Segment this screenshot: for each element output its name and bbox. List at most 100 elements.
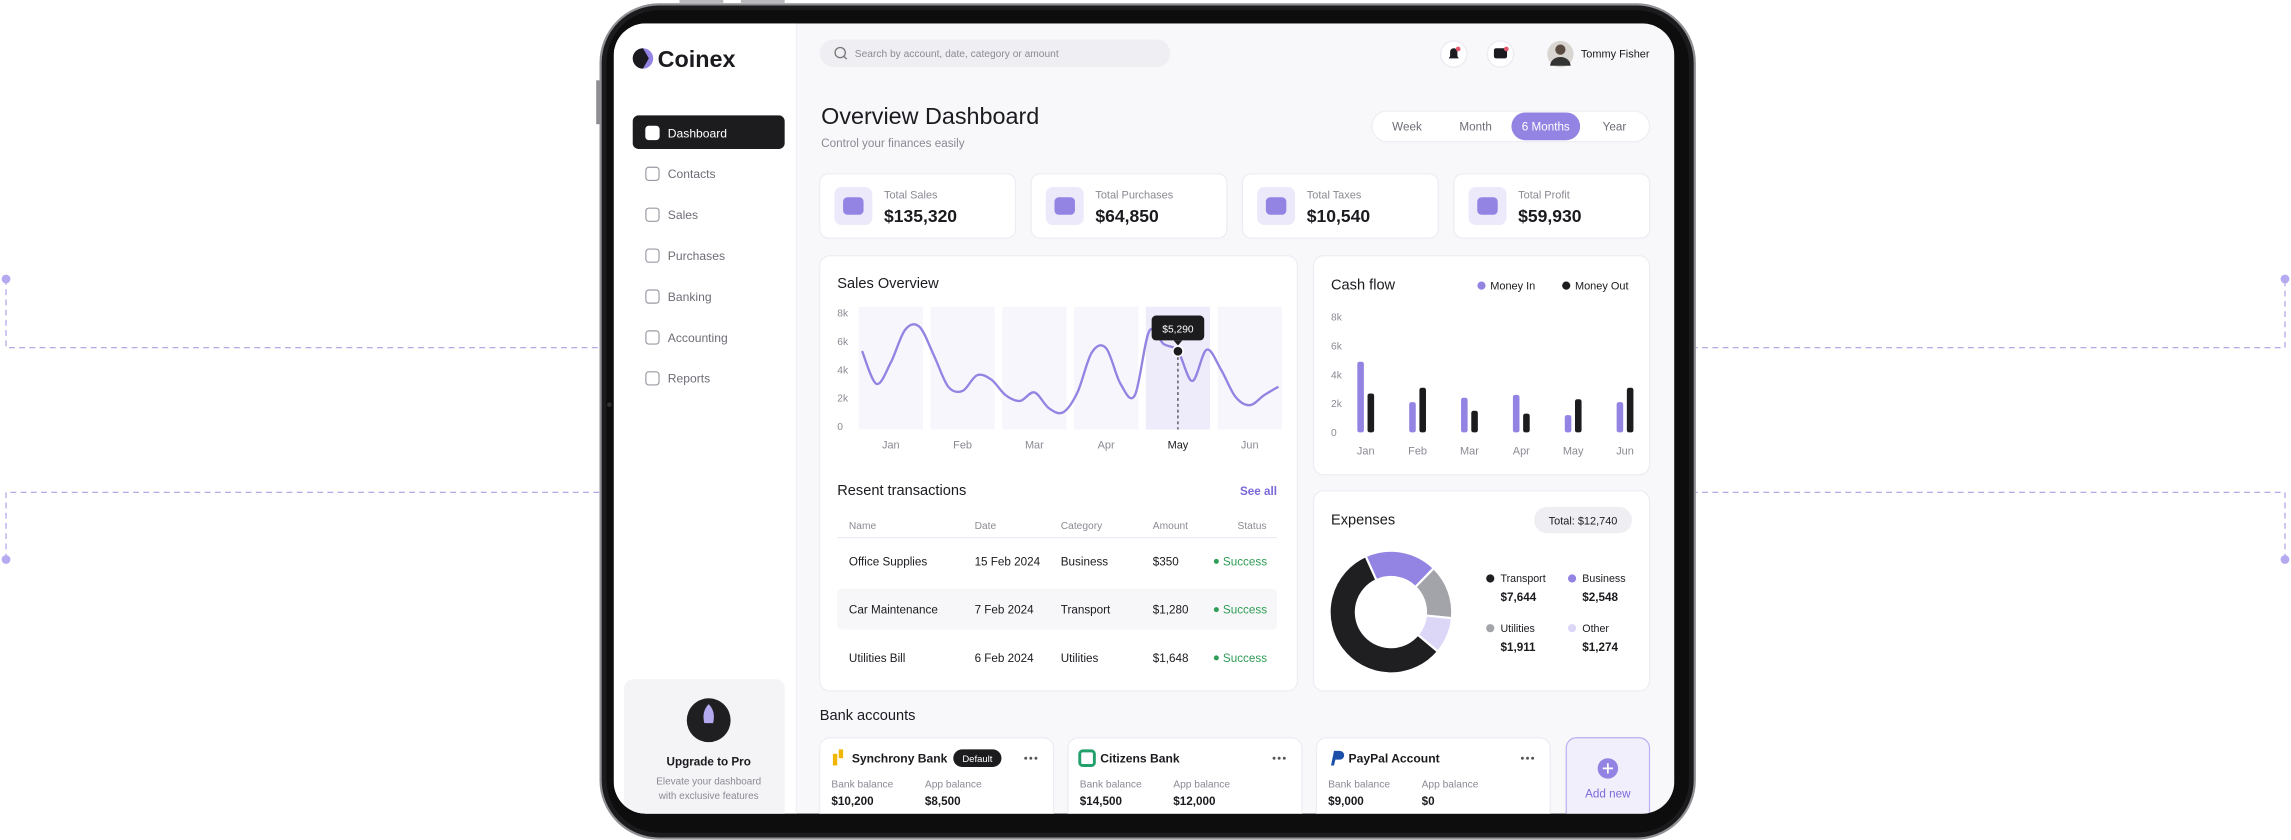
cell: $1,280 bbox=[1153, 604, 1189, 617]
nav-item[interactable]: Banking bbox=[668, 290, 712, 304]
nav-item[interactable]: Contacts bbox=[668, 167, 716, 181]
period-tab[interactable]: Month bbox=[1459, 121, 1491, 134]
stat-glyph bbox=[1054, 197, 1075, 215]
status: Success bbox=[1223, 555, 1267, 568]
x-tick-label: May bbox=[1563, 445, 1584, 457]
cell: $350 bbox=[1153, 555, 1179, 568]
cell: Utilities bbox=[1061, 652, 1099, 665]
x-tick-label: Jan bbox=[882, 439, 900, 451]
period-tab[interactable]: Week bbox=[1392, 121, 1422, 134]
bank-logo bbox=[1078, 749, 1096, 767]
x-tick-label: Mar bbox=[1460, 445, 1479, 457]
brand: Coinex bbox=[658, 46, 736, 72]
see-all[interactable]: See all bbox=[1240, 485, 1277, 498]
nav-active[interactable] bbox=[632, 115, 785, 150]
period-tab[interactable]: Year bbox=[1603, 121, 1627, 134]
transactions-title: Resent transactions bbox=[837, 483, 966, 499]
bank-name: Citizens Bank bbox=[1100, 752, 1180, 766]
add-bank[interactable] bbox=[1565, 737, 1651, 840]
nav-item[interactable]: Accounting bbox=[668, 331, 728, 345]
stat-label: Total Taxes bbox=[1307, 190, 1362, 202]
balance-label: Bank balance bbox=[1328, 779, 1390, 790]
rocket bbox=[703, 704, 714, 724]
legend-swatch bbox=[1567, 624, 1577, 633]
chart-title: Sales Overview bbox=[837, 276, 939, 292]
legend-label: Business bbox=[1582, 573, 1625, 585]
bank-card[interactable] bbox=[1315, 737, 1551, 840]
y-tick-label: 0 bbox=[837, 422, 843, 433]
balance-label: Bank balance bbox=[831, 779, 893, 790]
menu-dot[interactable] bbox=[1282, 756, 1286, 760]
stat-value: $59,930 bbox=[1518, 206, 1582, 226]
legend-swatch bbox=[1486, 624, 1495, 633]
bar bbox=[1367, 393, 1375, 433]
legend-label: Transport bbox=[1500, 573, 1545, 585]
x-tick-label: Jun bbox=[1616, 445, 1634, 457]
menu-dot[interactable] bbox=[1029, 756, 1033, 760]
menu-dot[interactable] bbox=[1024, 756, 1028, 760]
nav-icon bbox=[645, 330, 660, 345]
bar bbox=[1419, 387, 1426, 433]
nav-icon bbox=[645, 125, 660, 141]
search-placeholder: Search by account, date, category or amo… bbox=[855, 49, 1059, 60]
user-name: Tommy Fisher bbox=[1581, 49, 1650, 61]
notifications[interactable] bbox=[1439, 40, 1468, 68]
legend-value: $2,548 bbox=[1582, 591, 1618, 604]
cell: Utilities Bill bbox=[849, 652, 905, 665]
sales-line bbox=[861, 323, 1280, 415]
nav-item[interactable]: Sales bbox=[668, 208, 698, 222]
highlight-point bbox=[1172, 345, 1184, 358]
status-dot bbox=[1213, 558, 1219, 564]
total-pill bbox=[1534, 506, 1632, 534]
tooltip-label: $5,290 bbox=[1162, 324, 1194, 335]
nav-item[interactable]: Dashboard bbox=[668, 126, 727, 140]
badge bbox=[953, 749, 1002, 767]
nav-item[interactable]: Purchases bbox=[668, 249, 725, 263]
nav-icon bbox=[645, 248, 660, 263]
balance-value: $12,000 bbox=[1173, 795, 1216, 808]
logo: Coinex bbox=[632, 46, 736, 72]
bank-name: Synchrony Bank bbox=[852, 752, 948, 766]
bar bbox=[1409, 402, 1416, 433]
y-tick-label: 4k bbox=[837, 365, 849, 376]
month-band bbox=[1074, 306, 1139, 430]
upgrade-card[interactable] bbox=[623, 679, 785, 825]
cell: 6 Feb 2024 bbox=[975, 652, 1035, 665]
bank-logo bbox=[838, 749, 844, 759]
period-tab[interactable]: 6 Months bbox=[1522, 121, 1570, 134]
upgrade-title: Upgrade to Pro bbox=[667, 755, 751, 768]
cell: Office Supplies bbox=[849, 555, 927, 568]
column-header: Amount bbox=[1153, 521, 1188, 532]
legend-label: Other bbox=[1582, 623, 1609, 635]
menu-dot[interactable] bbox=[1034, 756, 1038, 760]
legend-swatch bbox=[1567, 574, 1577, 583]
balance-value: $0 bbox=[1422, 795, 1435, 808]
menu-dot[interactable] bbox=[1531, 756, 1535, 760]
legend-label: Money In bbox=[1490, 280, 1535, 292]
x-tick-label: Apr bbox=[1513, 445, 1530, 457]
search[interactable]: Search by account, date, category or amo… bbox=[819, 39, 1171, 68]
y-tick-label: 2k bbox=[837, 394, 849, 405]
nav-item[interactable]: Reports bbox=[668, 372, 710, 386]
stat-value: $10,540 bbox=[1307, 206, 1371, 226]
cell: Business bbox=[1061, 555, 1109, 568]
status: Success bbox=[1223, 604, 1267, 617]
menu-dot[interactable] bbox=[1520, 756, 1524, 760]
column-header: Date bbox=[975, 521, 997, 532]
add-new[interactable]: Add new bbox=[1585, 788, 1631, 801]
bar bbox=[1512, 394, 1520, 433]
cell: 7 Feb 2024 bbox=[975, 604, 1035, 617]
cell: 15 Feb 2024 bbox=[975, 555, 1041, 568]
stat-value: $135,320 bbox=[884, 206, 957, 226]
bar bbox=[1564, 415, 1572, 433]
chart-title: Expenses bbox=[1331, 512, 1395, 528]
user[interactable]: Tommy Fisher bbox=[1547, 40, 1650, 68]
menu-dot[interactable] bbox=[1272, 756, 1276, 760]
messages[interactable] bbox=[1486, 40, 1515, 68]
cell: $1,648 bbox=[1153, 652, 1189, 665]
period-active[interactable] bbox=[1511, 112, 1581, 141]
menu-dot[interactable] bbox=[1526, 756, 1529, 760]
bank-card[interactable] bbox=[1067, 737, 1303, 840]
menu-dot[interactable] bbox=[1277, 756, 1281, 760]
balance-label: App balance bbox=[925, 779, 982, 790]
